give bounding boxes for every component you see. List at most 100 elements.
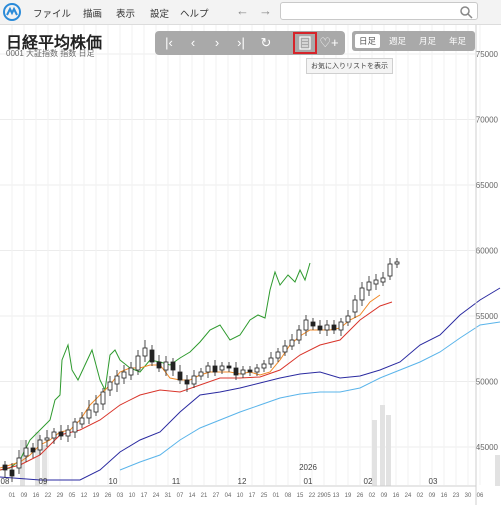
y-tick-label: 65000	[476, 181, 499, 190]
candle-body	[100, 391, 106, 405]
x-day-label: 09	[21, 493, 28, 499]
indicator-line-5	[119, 321, 501, 471]
candle-body	[23, 447, 29, 457]
next-icon[interactable]: ›	[214, 35, 220, 50]
volume-bar	[42, 445, 47, 486]
last-icon[interactable]: ›|	[237, 35, 245, 50]
x-day-label: 17	[141, 493, 148, 499]
indicator-line-3	[0, 301, 393, 471]
first-icon[interactable]: |‹	[165, 35, 173, 50]
x-day-label: 22	[45, 493, 52, 499]
x-day-label: 24	[153, 493, 160, 499]
candle-body	[380, 277, 386, 283]
tab-monthly[interactable]: 月足	[419, 36, 437, 46]
candle-body	[387, 263, 393, 277]
forward-arrow-icon[interactable]: →	[259, 3, 272, 18]
candle-body	[30, 447, 36, 453]
x-day-label: 16	[33, 493, 40, 499]
search-box[interactable]	[280, 2, 478, 20]
volume-bar	[35, 432, 40, 486]
y-axis: 75000 70000 65000 60000 55000 50000 45000	[475, 25, 499, 505]
x-month-label: 10	[109, 477, 118, 486]
menu-help[interactable]: ヘルプ	[180, 9, 209, 20]
candle-body	[275, 351, 281, 359]
candle-body	[72, 421, 78, 433]
candle-body	[296, 329, 302, 341]
candle-body	[170, 361, 176, 371]
watchlist-icon[interactable]	[293, 31, 317, 55]
x-day-label: 09	[429, 493, 436, 499]
y-tick-label: 50000	[476, 378, 499, 387]
x-month-label: 09	[39, 477, 48, 486]
candle-body	[93, 403, 99, 413]
candle-body	[247, 369, 253, 373]
candle-body	[2, 464, 8, 471]
volume-bar	[20, 440, 25, 486]
tab-weekly[interactable]: 週足	[389, 36, 407, 46]
refresh-icon[interactable]: ↻	[260, 35, 272, 50]
menu-settings[interactable]: 設定	[150, 9, 170, 20]
watchlist-button-highlight	[293, 32, 317, 54]
x-day-label: 01	[273, 493, 280, 499]
volume-bar	[386, 415, 391, 486]
menu-bar: ファイル 描画 表示 設定 ヘルプ ← →	[0, 0, 501, 25]
x-day-label: 16	[393, 493, 400, 499]
candle-body	[240, 369, 246, 375]
add-favorite-icon[interactable]: ♡+	[319, 35, 339, 50]
x-month-label: 01	[304, 477, 313, 486]
candle-body	[289, 339, 295, 347]
candle-body	[366, 281, 372, 291]
x-day-label: 25	[261, 493, 268, 499]
x-day-label: 12	[81, 493, 88, 499]
x-day-label: 24	[405, 493, 412, 499]
candle-body	[352, 299, 358, 313]
volume-bar	[495, 455, 500, 486]
menu-draw[interactable]: 描画	[83, 9, 103, 20]
volume-bar	[380, 405, 385, 486]
indicator-line-2	[0, 294, 381, 469]
candle-body	[191, 375, 197, 385]
candle-body	[373, 279, 379, 285]
search-input[interactable]	[285, 5, 459, 19]
tab-daily[interactable]: 日足	[355, 34, 381, 48]
y-tick-label: 45000	[476, 443, 499, 452]
candle-body	[114, 375, 120, 385]
price-chart[interactable]: 75000 70000 65000 60000 55000 50000 45000 01 09…	[0, 25, 501, 505]
menu-file[interactable]: ファイル	[33, 9, 72, 20]
candle-body	[219, 365, 225, 371]
prev-icon[interactable]: ‹	[190, 35, 196, 50]
candle-body	[317, 325, 323, 331]
candle-body	[65, 429, 71, 437]
x-day-label: 23	[453, 493, 460, 499]
x-day-label: 09	[381, 493, 388, 499]
watchlist-tooltip: お気に入りリストを表示	[306, 58, 393, 74]
volume-bar	[372, 420, 377, 486]
x-day-label: 08	[285, 493, 292, 499]
back-arrow-icon[interactable]: ←	[236, 3, 249, 18]
x-day-label: 2905	[317, 493, 331, 499]
candle-body	[310, 321, 316, 327]
x-month-label: 02	[364, 477, 373, 486]
x-day-label: 22	[309, 493, 316, 499]
candle-body	[51, 431, 57, 439]
x-day-label: 16	[441, 493, 448, 499]
tab-yearly[interactable]: 年足	[449, 36, 467, 46]
candle-body	[79, 417, 85, 425]
chart-grid	[0, 25, 481, 485]
menu-view[interactable]: 表示	[116, 9, 136, 20]
y-tick-label: 55000	[476, 312, 499, 321]
candle-body	[107, 381, 113, 391]
x-day-label: 06	[477, 493, 484, 499]
search-icon[interactable]	[459, 5, 473, 19]
candle-body	[16, 457, 22, 469]
candle-body	[37, 439, 43, 451]
x-day-label: 19	[345, 493, 352, 499]
candle-body	[282, 345, 288, 353]
candle-body	[254, 367, 260, 373]
candle-body	[205, 365, 211, 373]
candle-body	[9, 469, 15, 477]
x-day-label: 17	[249, 493, 256, 499]
candle-body	[58, 431, 64, 437]
y-tick-label: 70000	[476, 116, 499, 125]
y-tick-label: 60000	[476, 247, 499, 256]
